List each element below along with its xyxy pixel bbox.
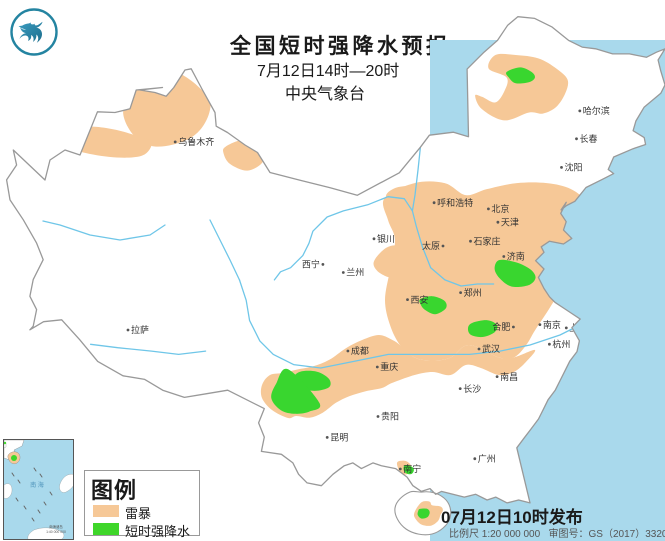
svg-text:南 海: 南 海	[30, 481, 44, 489]
svg-text:拉萨: 拉萨	[131, 324, 149, 335]
svg-text:南昌: 南昌	[500, 371, 518, 382]
svg-text:西安: 西安	[411, 294, 429, 305]
svg-text:成都: 成都	[351, 345, 369, 356]
svg-text:南海诸岛: 南海诸岛	[49, 524, 63, 529]
svg-text:武汉: 武汉	[482, 343, 500, 354]
svg-text:天津: 天津	[501, 217, 519, 227]
svg-text:石家庄: 石家庄	[474, 235, 501, 246]
svg-text:长春: 长春	[580, 133, 598, 144]
svg-text:济南: 济南	[507, 251, 525, 262]
svg-text:沈阳: 沈阳	[565, 162, 583, 173]
svg-text:杭州: 杭州	[552, 338, 570, 349]
svg-text:兰州: 兰州	[346, 267, 364, 278]
svg-text:银川: 银川	[377, 233, 395, 244]
svg-text:南京: 南京	[543, 319, 561, 330]
svg-text:合肥: 合肥	[492, 321, 510, 332]
svg-text:乌鲁木齐: 乌鲁木齐	[178, 136, 214, 147]
svg-text:广州: 广州	[478, 453, 496, 464]
svg-text:郑州: 郑州	[464, 287, 482, 298]
svg-text:呼和浩特: 呼和浩特	[437, 197, 473, 208]
svg-text:1:40 000 000: 1:40 000 000	[46, 530, 66, 534]
svg-text:贵阳: 贵阳	[381, 411, 399, 422]
svg-text:长沙: 长沙	[463, 383, 481, 394]
svg-text:北京: 北京	[491, 203, 509, 214]
svg-text:哈尔滨: 哈尔滨	[583, 105, 610, 116]
svg-text:重庆: 重庆	[380, 361, 398, 372]
svg-text:昆明: 昆明	[330, 433, 348, 443]
svg-text:太原: 太原	[422, 240, 440, 251]
svg-text:南宁: 南宁	[403, 463, 421, 474]
svg-text:西宁: 西宁	[302, 259, 320, 270]
